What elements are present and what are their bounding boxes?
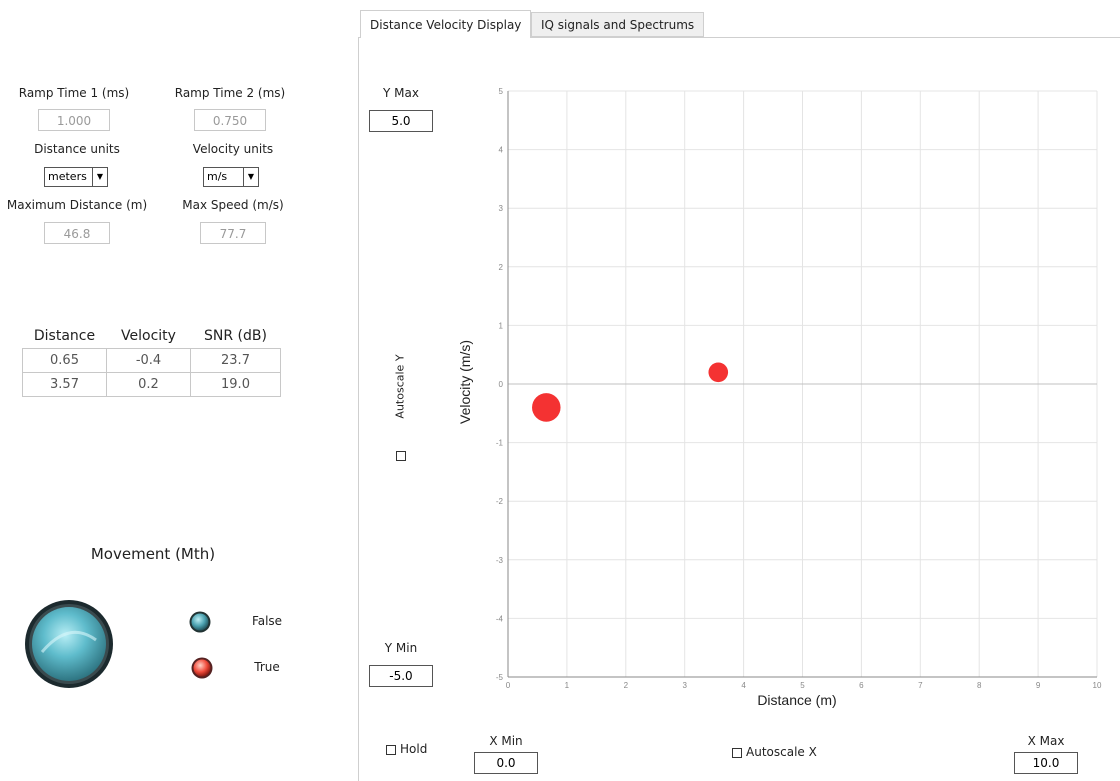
distance-units-select[interactable]: meters ▼ [44, 167, 108, 187]
y-tick-label: 3 [499, 204, 504, 213]
y-tick-label: -1 [496, 439, 504, 448]
x-max-label: X Max [1027, 734, 1065, 748]
ramp-time-2-label: Ramp Time 2 (ms) [174, 86, 286, 100]
chevron-down-icon[interactable]: ▼ [243, 168, 258, 186]
table-row: 3.57 0.2 19.0 [22, 372, 281, 397]
y-max-input[interactable]: 5.0 [369, 110, 433, 132]
y-tick-label: 5 [499, 87, 504, 96]
chevron-down-icon[interactable]: ▼ [92, 168, 107, 186]
velocity-units-label: Velocity units [192, 142, 274, 156]
x-tick-label: 0 [506, 681, 511, 690]
column-header: Distance [33, 328, 96, 344]
table-header-row: Distance Velocity SNR (dB) [23, 324, 281, 349]
max-distance-field: 46.8 [44, 222, 110, 244]
y-min-input[interactable]: -5.0 [369, 665, 433, 687]
x-tick-label: 3 [682, 681, 687, 690]
ramp-time-2-field: 0.750 [194, 109, 266, 131]
x-min-label: X Min [489, 734, 523, 748]
max-speed-field: 77.7 [200, 222, 266, 244]
ramp-time-1-label: Ramp Time 1 (ms) [18, 86, 130, 100]
content-left-border [358, 37, 359, 781]
legend-false-label: False [251, 614, 283, 628]
column-header: SNR (dB) [204, 328, 267, 344]
x-min-input[interactable]: 0.0 [474, 752, 538, 774]
autoscale-y-label: Autoscale Y [393, 354, 407, 419]
tab-iq-signals[interactable]: IQ signals and Spectrums [531, 12, 705, 37]
legend-false-led-icon [189, 611, 211, 633]
autoscale-y-checkbox[interactable] [396, 451, 406, 461]
data-point [532, 393, 561, 422]
x-tick-label: 8 [977, 681, 982, 690]
legend-true-label: True [254, 660, 280, 674]
table-cell: 0.65 [22, 348, 107, 373]
distance-units-value: meters [48, 170, 87, 183]
table-cell: 0.2 [106, 372, 191, 397]
table-cell: 3.57 [22, 372, 107, 397]
tab-bar [358, 37, 1120, 38]
y-tick-label: -4 [496, 614, 504, 623]
tab-distance-velocity[interactable]: Distance Velocity Display [360, 10, 532, 38]
x-tick-label: 6 [859, 681, 864, 690]
table-cell: -0.4 [106, 348, 191, 373]
x-tick-label: 10 [1093, 681, 1102, 690]
max-distance-label: Maximum Distance (m) [6, 198, 148, 212]
y-max-label: Y Max [383, 86, 419, 100]
velocity-units-value: m/s [207, 170, 228, 183]
autoscale-x-label: Autoscale X [746, 745, 817, 759]
autoscale-x-checkbox[interactable] [732, 748, 742, 758]
x-axis-label: Distance (m) [757, 692, 836, 708]
x-tick-label: 2 [624, 681, 629, 690]
hold-checkbox[interactable] [386, 745, 396, 755]
ramp-time-1-field: 1.000 [38, 109, 110, 131]
hold-label: Hold [400, 742, 428, 756]
y-tick-label: 1 [499, 321, 504, 330]
y-min-label: Y Min [384, 641, 418, 655]
x-tick-label: 7 [918, 681, 923, 690]
y-tick-label: -5 [496, 673, 504, 682]
x-tick-label: 9 [1036, 681, 1041, 690]
y-tick-label: 0 [499, 380, 504, 389]
plot-grid [507, 90, 1098, 678]
y-axis-label: Velocity (m/s) [457, 340, 473, 424]
table-cell: 23.7 [190, 348, 281, 373]
targets-table: Distance Velocity SNR (dB) 0.65 -0.4 23.… [22, 324, 281, 397]
y-tick-label: -3 [496, 556, 504, 565]
movement-title: Movement (Mth) [90, 545, 216, 563]
plot-points [532, 362, 729, 422]
table-row: 0.65 -0.4 23.7 [22, 348, 281, 373]
x-tick-label: 5 [800, 681, 805, 690]
max-speed-label: Max Speed (m/s) [182, 198, 284, 212]
data-point [708, 362, 729, 383]
velocity-units-select[interactable]: m/s ▼ [203, 167, 259, 187]
legend-true-led-icon [191, 657, 213, 679]
movement-indicator-led [25, 600, 113, 688]
distance-units-label: Distance units [34, 142, 120, 156]
column-header: Velocity [121, 328, 176, 344]
x-max-input[interactable]: 10.0 [1014, 752, 1078, 774]
x-tick-label: 4 [741, 681, 746, 690]
y-tick-label: -2 [496, 497, 504, 506]
y-tick-label: 4 [499, 146, 504, 155]
x-tick-label: 1 [565, 681, 570, 690]
y-tick-label: 2 [499, 263, 504, 272]
table-cell: 19.0 [190, 372, 281, 397]
